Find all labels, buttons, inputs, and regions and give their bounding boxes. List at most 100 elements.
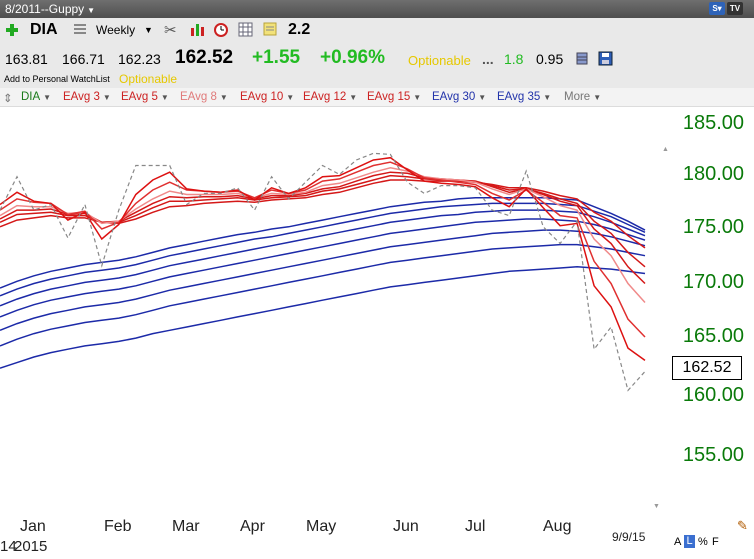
series-line-eavg-70 <box>0 266 646 369</box>
legend-label: More <box>564 91 591 103</box>
window-title-group[interactable]: 8/2011--Guppy ▼ <box>5 2 95 16</box>
legend-label: EAvg 15 <box>367 91 411 103</box>
year-prefix-label: 14 <box>0 538 17 555</box>
legend-label: EAvg 10 <box>240 91 284 103</box>
legend-label: DIA <box>21 91 41 103</box>
tools-icon[interactable]: ✂ <box>164 22 177 39</box>
y-tick-label: 170.00 <box>682 271 744 293</box>
y-tick-label: 165.00 <box>682 325 744 347</box>
period-dropdown-icon[interactable]: ▼ <box>144 25 153 35</box>
log-scale-button[interactable]: L <box>684 535 695 548</box>
series-line-eavg-45 <box>0 218 646 318</box>
more-ellipsis[interactable]: ... <box>482 51 494 67</box>
y-tick-label: 160.00 <box>682 384 744 406</box>
save-disk-icon[interactable] <box>598 51 613 66</box>
legend-item-eavg-12[interactable]: EAvg 12 ▼ <box>303 91 357 103</box>
year-label: 2015 <box>14 538 48 555</box>
window-title: 8/2011--Guppy <box>5 2 85 16</box>
auto-scale-button[interactable]: A <box>674 536 682 548</box>
x-tick-label: Jul <box>465 518 486 535</box>
price-change: +1.55 <box>252 47 301 68</box>
last-date-label: 9/9/15 <box>612 530 646 544</box>
price-change-percent: +0.96% <box>320 47 385 68</box>
optionable-sub-label: Optionable <box>119 72 178 86</box>
add-plus-icon[interactable] <box>5 23 19 37</box>
draw-pencil-icon[interactable]: ✎ <box>737 518 748 533</box>
calendar-grid-icon[interactable] <box>238 22 253 37</box>
secondary-value: 0.95 <box>536 51 564 67</box>
bar-chart-icon[interactable] <box>190 22 206 36</box>
beta-value: 1.8 <box>504 51 524 67</box>
y-tick-label: 185.00 <box>682 112 744 134</box>
period-select[interactable]: Weekly <box>96 23 136 37</box>
series-line-eavg-60 <box>0 243 646 347</box>
open-price: 163.81 <box>5 51 48 67</box>
legend-dropdown-icon[interactable]: ▼ <box>593 93 602 102</box>
legend-dropdown-icon[interactable]: ▼ <box>286 93 295 102</box>
percent-scale-button[interactable]: % <box>698 536 708 548</box>
x-tick-label: Apr <box>240 518 265 535</box>
high-price: 166.71 <box>62 51 105 67</box>
series-line-eavg-35 <box>0 202 646 297</box>
x-tick-label: May <box>306 518 337 535</box>
legend-dropdown-icon[interactable]: ▼ <box>413 93 422 102</box>
legend-dropdown-icon[interactable]: ▼ <box>349 93 358 102</box>
window-title-bar: 8/2011--Guppy ▼ S▾ TV <box>0 0 754 18</box>
current-price-label: 162.52 <box>672 356 742 380</box>
legend-dropdown-icon[interactable]: ▼ <box>160 93 169 102</box>
legend-dropdown-icon[interactable]: ▼ <box>478 93 487 102</box>
price-chart[interactable] <box>0 107 665 507</box>
fit-button[interactable]: F <box>712 536 719 548</box>
symbol-toolbar: DIA Weekly ▼ ✂ 2.2 163.81 166.71 162.23 … <box>0 18 754 89</box>
scroll-down-icon[interactable]: ▼ <box>653 503 660 510</box>
legend-dropdown-icon[interactable]: ▼ <box>543 93 552 102</box>
symbol-input[interactable]: DIA <box>30 21 58 38</box>
legend-item-dia[interactable]: DIA ▼ <box>21 91 51 103</box>
alarm-clock-icon[interactable] <box>213 21 229 37</box>
series-line-eavg-10 <box>0 171 646 285</box>
y-tick-label: 175.00 <box>682 216 744 238</box>
x-tick-label: Jan <box>20 518 46 535</box>
series-line-eavg-3 <box>0 156 646 362</box>
legend-label: EAvg 3 <box>63 91 100 103</box>
low-price: 162.23 <box>118 51 161 67</box>
legend-item-eavg-3[interactable]: EAvg 3 ▼ <box>63 91 111 103</box>
optionable-label: Optionable <box>408 53 471 68</box>
legend-item-eavg-35[interactable]: EAvg 35 ▼ <box>497 91 551 103</box>
series-line-eavg-50 <box>0 229 646 331</box>
legend-dropdown-icon[interactable]: ▼ <box>219 93 228 102</box>
sync-icon[interactable]: S▾ <box>709 2 725 15</box>
legend-label: EAvg 35 <box>497 91 541 103</box>
list-icon[interactable] <box>73 22 87 36</box>
series-line-eavg-30 <box>0 197 646 289</box>
legend-item-eavg-15[interactable]: EAvg 15 ▼ <box>367 91 421 103</box>
legend-dropdown-icon[interactable]: ▼ <box>102 93 111 102</box>
database-icon[interactable] <box>575 51 589 66</box>
title-dropdown-icon[interactable]: ▼ <box>87 6 96 15</box>
legend-label: EAvg 30 <box>432 91 476 103</box>
scroll-up-icon[interactable]: ▲ <box>662 146 669 153</box>
last-price: 162.52 <box>175 47 234 68</box>
legend-label: EAvg 12 <box>303 91 347 103</box>
legend-label: EAvg 8 <box>180 91 217 103</box>
y-tick-label: 180.00 <box>682 163 744 185</box>
legend-item-eavg-5[interactable]: EAvg 5 ▼ <box>121 91 169 103</box>
legend-sort-icon[interactable]: ⇕ <box>3 93 13 105</box>
x-tick-label: Mar <box>172 518 200 535</box>
legend-item-eavg-10[interactable]: EAvg 10 ▼ <box>240 91 294 103</box>
legend-item-eavg-30[interactable]: EAvg 30 ▼ <box>432 91 486 103</box>
add-watchlist-link[interactable]: Add to Personal WatchList <box>4 74 110 84</box>
x-tick-label: Feb <box>104 518 132 535</box>
x-tick-label: Aug <box>543 518 572 535</box>
tv-icon[interactable]: TV <box>727 2 743 15</box>
notes-icon[interactable] <box>263 22 277 36</box>
legend-dropdown-icon[interactable]: ▼ <box>43 93 52 102</box>
score-value: 2.2 <box>288 21 311 38</box>
series-line-eavg-8 <box>0 167 646 304</box>
y-tick-label: 155.00 <box>682 444 744 466</box>
legend-item-eavg-8[interactable]: EAvg 8 ▼ <box>180 91 228 103</box>
indicator-legend: ⇕ DIA ▼ EAvg 3 ▼ EAvg 5 ▼ EAvg 8 ▼ EAvg 10 ▼ … <box>0 88 754 107</box>
legend-item-more[interactable]: More ▼ <box>564 91 601 103</box>
series-line-dia <box>0 152 646 392</box>
legend-label: EAvg 5 <box>121 91 158 103</box>
